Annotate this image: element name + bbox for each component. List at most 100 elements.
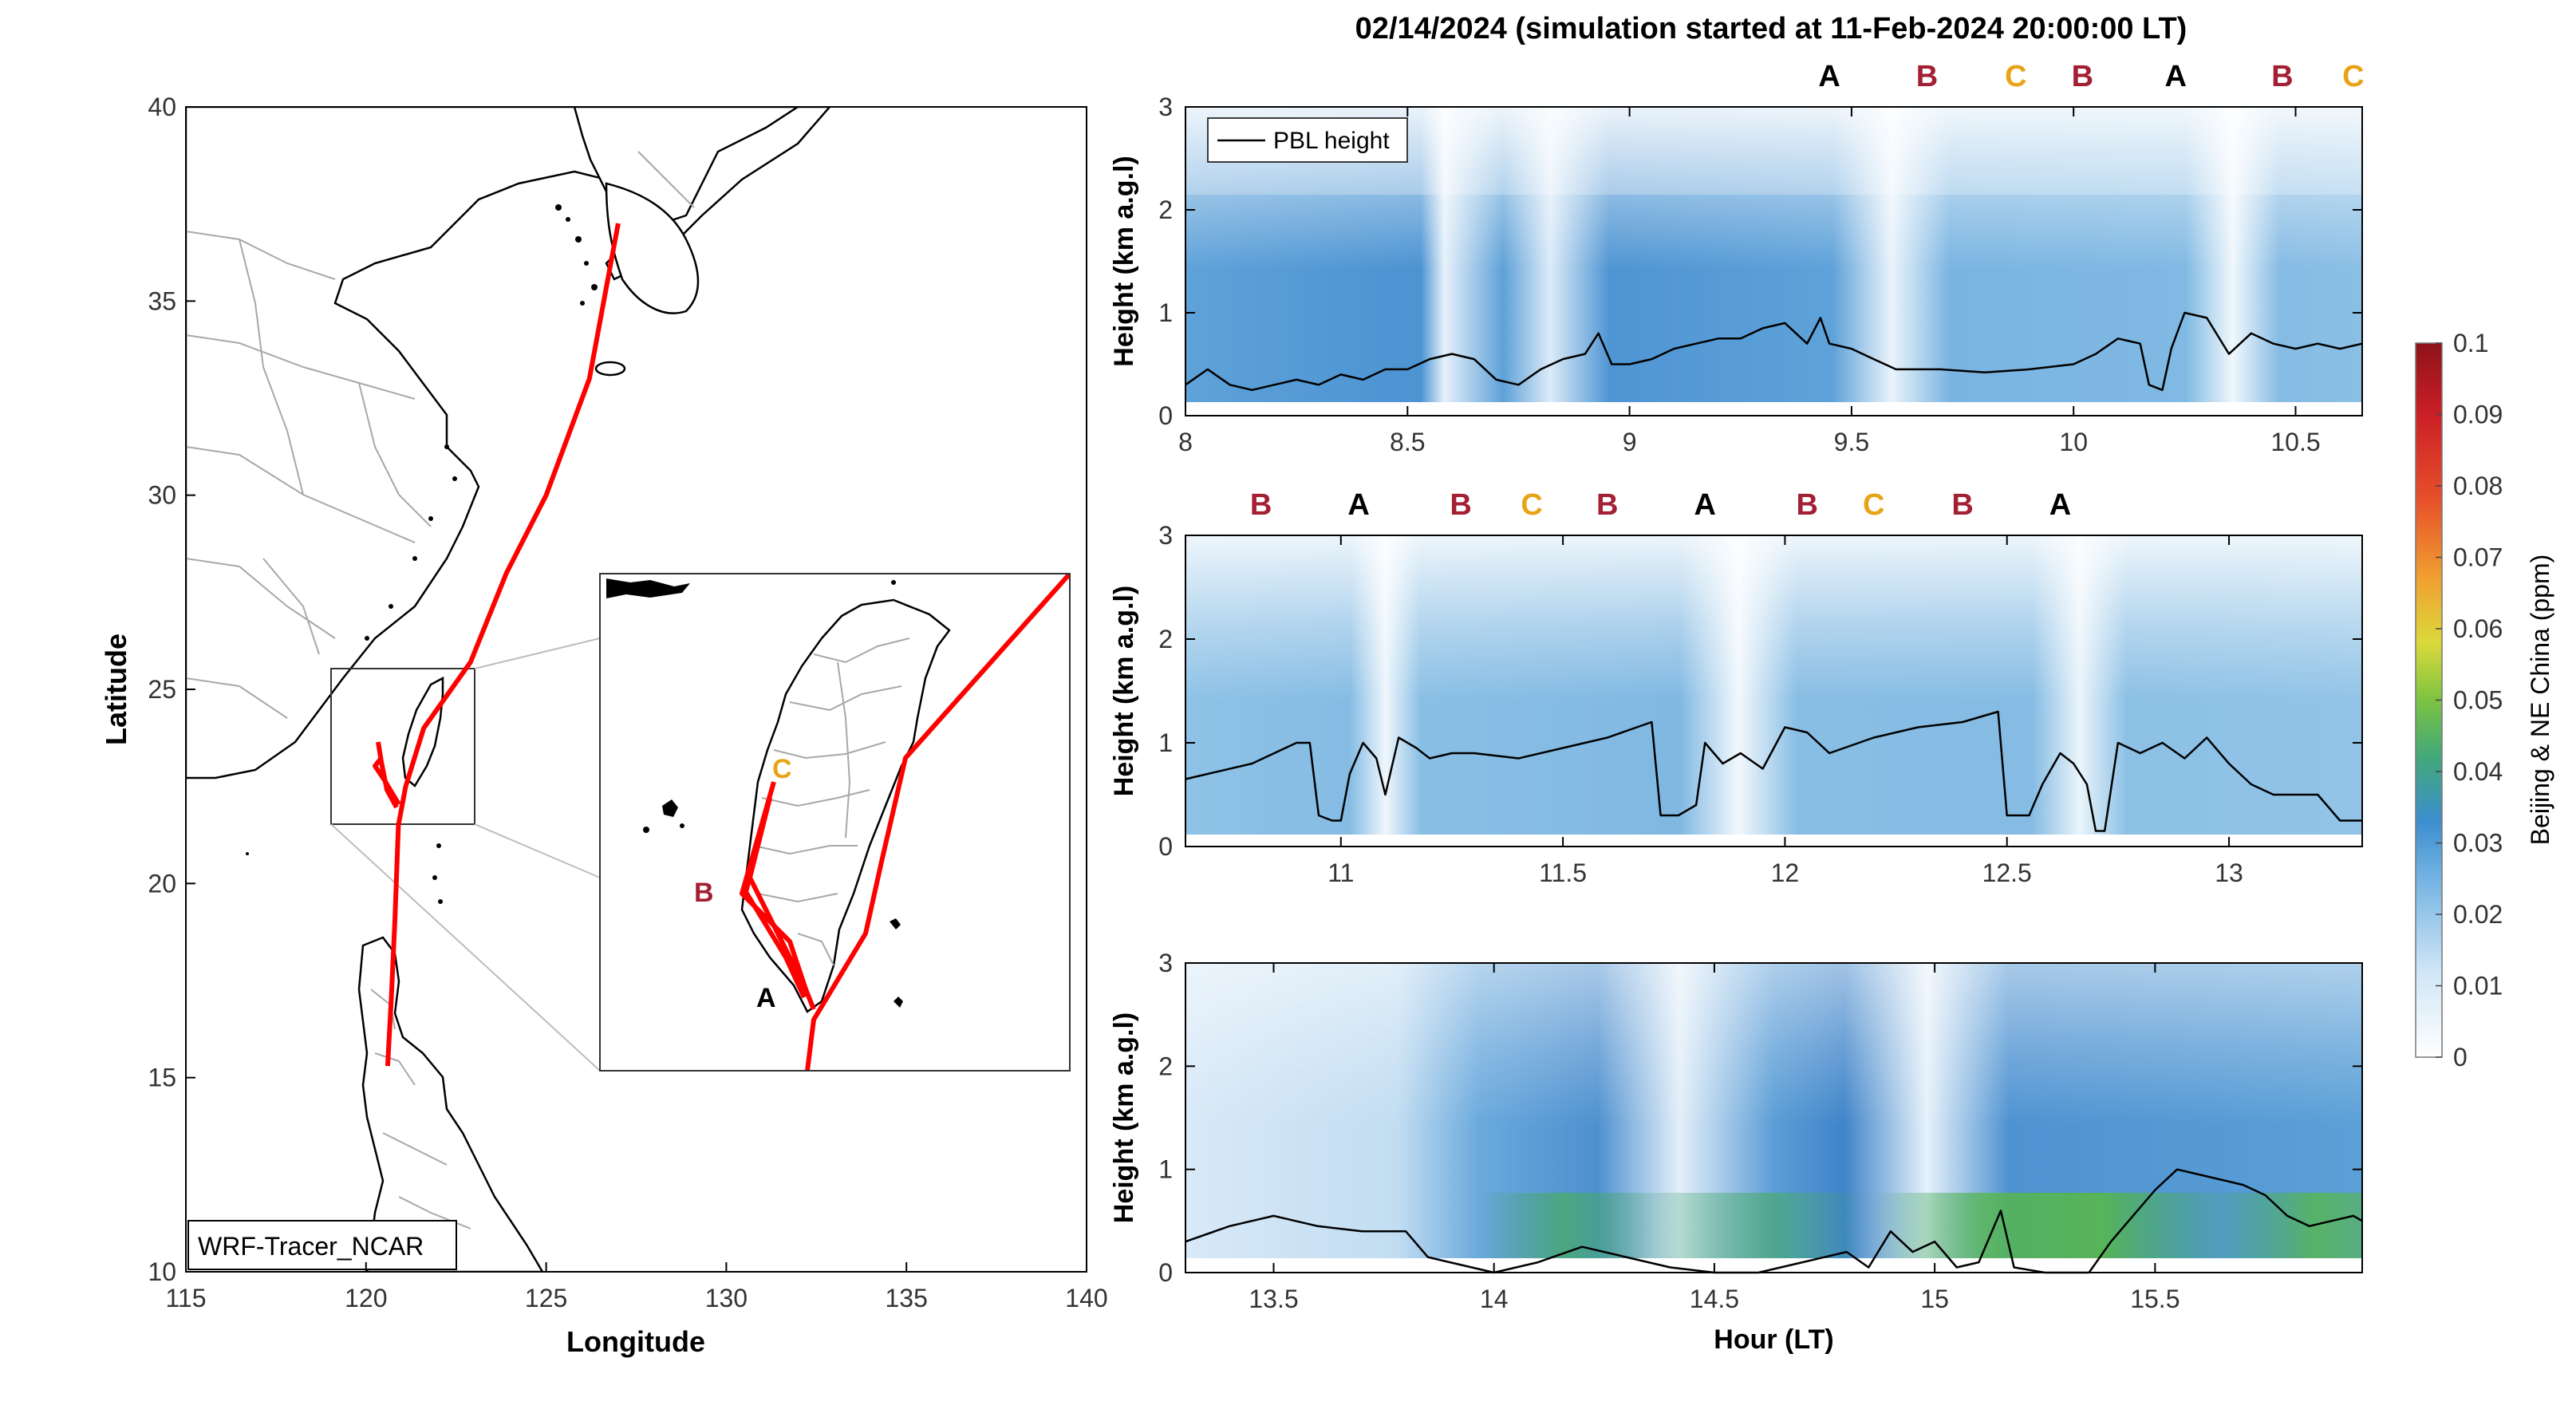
map-x-tick-label: 135 [886, 1284, 928, 1312]
trajectory-marker-label: C [2005, 60, 2026, 93]
trajectory-branches [373, 741, 401, 809]
x-tick-label: 12.5 [1982, 858, 2032, 887]
figure-title: 02/14/2024 (simulation started at 11-Feb… [1355, 12, 2187, 45]
x-tick-label: 14.5 [1690, 1285, 1739, 1313]
map-y-tick-label: 20 [148, 869, 176, 898]
map-xlabel: Longitude [566, 1325, 705, 1358]
trajectory-track [385, 223, 621, 1067]
trajectory-marker-label: A [1347, 488, 1369, 522]
heatmap-axes-box [1185, 535, 2363, 847]
y-axis-label: Height (km a.g.l) [1109, 586, 1139, 796]
heatmap-axes-box [1185, 962, 2363, 1273]
map-land [186, 107, 831, 1272]
x-tick-label: 9.5 [1834, 428, 1869, 456]
y-tick-label: 3 [1158, 521, 1173, 550]
trajectory-marker-label: B [1916, 60, 1938, 93]
y-tick-label: 0 [1158, 1258, 1173, 1287]
colorbar-ticks: 0 0.01 0.02 0.03 0.04 0.05 0.06 0.07 0.08 0.09 0.1 [2436, 329, 2503, 1072]
inset-letter-c: C [772, 754, 792, 784]
model-label-box [187, 1220, 457, 1270]
heatmap-panel-3 [1185, 963, 2362, 1273]
map-y-tick-label: 10 [148, 1257, 176, 1286]
colorbar-tick-label: 0.06 [2453, 614, 2503, 643]
y-tick-label: 2 [1158, 1052, 1173, 1080]
map-x-tick-label: 120 [345, 1284, 387, 1312]
trajectory-marker-label: C [1863, 488, 1884, 522]
map-x-ticks: 115 120 125 130 135 140 [165, 1262, 1108, 1312]
x-tick-label: 13.5 [1249, 1285, 1298, 1313]
colorbar-tick-label: 0 [2453, 1043, 2468, 1072]
x-tick-label: 13 [2215, 858, 2243, 887]
trajectory-marker-label: C [2342, 60, 2364, 93]
map-y-tick-label: 35 [148, 286, 176, 315]
colorbar-label: Beijing & NE China (ppm) [2526, 555, 2554, 846]
y-tick-label: 0 [1158, 401, 1173, 430]
trajectory-marker-label: A [1818, 60, 1840, 93]
y-tick-label: 1 [1158, 728, 1173, 757]
map-x-tick-label: 115 [165, 1284, 206, 1312]
x-tick-label: 15.5 [2130, 1285, 2180, 1313]
legend-label: PBL height [1273, 128, 1390, 154]
trajectory-marker-label: A [1694, 488, 1715, 522]
y-tick-label: 2 [1158, 195, 1173, 224]
y-axis-label: Height (km a.g.l) [1109, 156, 1139, 366]
colorbar-tick-label: 0.01 [2453, 972, 2503, 1001]
heatmap-1-overlay: 8 8.5 9 9.5 10 10.5 0 1 2 3 Height (km a.g.l) A B C B A… [1109, 60, 2365, 456]
inset-letter-a: A [756, 983, 776, 1013]
trajectory-marker-label: A [2049, 488, 2071, 522]
heatmap-3-overlay: 13.5 14 14.5 15 15.5 0 1 2 3 Height (km a.g.l) Hou… [1109, 949, 2363, 1355]
map-y-tick-label: 25 [148, 675, 176, 704]
colorbar-tick-label: 0.05 [2453, 686, 2503, 715]
map-y-tick-label: 30 [148, 481, 176, 510]
map-y-tick-label: 15 [148, 1064, 176, 1092]
pbl-height-line [1185, 311, 2363, 392]
x-tick-label: 10.5 [2270, 428, 2320, 456]
luzon-coastline [357, 936, 544, 1272]
x-tick-label: 8 [1178, 428, 1193, 456]
heatmap-panel-1 [1185, 107, 2362, 406]
trajectory-marker-label: A [2164, 60, 2186, 93]
colorbar-tick-label: 0.03 [2453, 829, 2503, 858]
zoom-region-box [330, 668, 475, 825]
trajectory-marker-label: B [2271, 60, 2293, 93]
map-x-tick-label: 140 [1065, 1284, 1107, 1312]
inset-letter-b: B [694, 878, 714, 908]
trajectory-marker-label: C [1521, 488, 1542, 522]
x-tick-label: 12 [1771, 858, 1800, 887]
x-tick-label: 10 [2059, 428, 2088, 456]
map-panel: C B A WRF-Tracer_NCAR 115 120 125 130 135 140… [100, 93, 1108, 1358]
colorbar-tick-label: 0.04 [2453, 757, 2503, 786]
heatmap-panel-2 [1185, 535, 2362, 847]
model-label: WRF-Tracer_NCAR [198, 1232, 424, 1261]
taiwan-inset: C B A [599, 573, 1071, 1072]
map-ylabel: Latitude [100, 633, 132, 745]
x-axis-label: Hour (LT) [1714, 1324, 1833, 1355]
y-tick-label: 3 [1158, 93, 1173, 121]
x-tick-label: 9 [1623, 428, 1637, 456]
y-tick-label: 1 [1158, 1155, 1173, 1184]
x-tick-label: 11.5 [1539, 858, 1587, 887]
heatmap-axes-box [1185, 106, 2363, 416]
trajectory-marker-label: B [1250, 488, 1272, 522]
colorbar-tick-label: 0.02 [2453, 900, 2503, 929]
trajectory-marker-label: B [1951, 488, 1973, 522]
y-tick-label: 0 [1158, 832, 1173, 861]
map-y-ticks: 10 15 20 25 30 35 40 [148, 93, 195, 1286]
trajectory-marker-label: B [1596, 488, 1618, 522]
y-axis-label: Height (km a.g.l) [1109, 1012, 1139, 1223]
inset-trajectory [740, 574, 1070, 1071]
map-x-tick-label: 130 [705, 1284, 748, 1312]
map-y-tick-label: 40 [148, 93, 176, 121]
colorbar-tick-label: 0.07 [2453, 543, 2503, 572]
trajectory-marker-label: B [1797, 488, 1818, 522]
trajectory-marker-label: B [1450, 488, 1471, 522]
trajectory-marker-label: B [2072, 60, 2093, 93]
heatmap-3-surface-band [1185, 1193, 2362, 1258]
colorbar-tick-label: 0.1 [2453, 329, 2488, 357]
x-tick-label: 14 [1480, 1285, 1509, 1313]
x-tick-label: 11 [1327, 858, 1354, 887]
y-tick-label: 3 [1158, 949, 1173, 977]
y-tick-label: 1 [1158, 298, 1173, 327]
